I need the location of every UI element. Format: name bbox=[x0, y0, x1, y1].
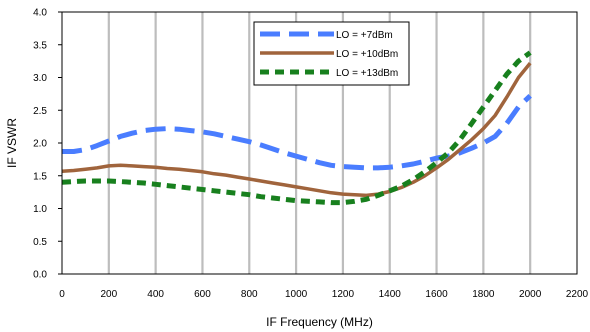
y-tick-label: 4.0 bbox=[33, 8, 47, 19]
series-line-2 bbox=[61, 61, 532, 198]
y-tick-label: 0.0 bbox=[33, 270, 47, 281]
x-tick-label: 1000 bbox=[285, 289, 308, 300]
x-tick-label: 200 bbox=[100, 289, 117, 300]
x-tick-label: 800 bbox=[241, 289, 258, 300]
x-axis-title: IF Frequency (MHz) bbox=[266, 315, 373, 329]
y-tick-label: 1.5 bbox=[33, 171, 47, 182]
y-tick-label: 2.0 bbox=[33, 139, 47, 150]
series-line-3 bbox=[61, 50, 532, 206]
x-tick-label: 2000 bbox=[519, 289, 542, 300]
legend-label-3: LO = +13dBm bbox=[336, 68, 398, 79]
x-tick-label: 400 bbox=[147, 289, 164, 300]
y-tick-label: 0.5 bbox=[33, 237, 47, 248]
y-axis-ticks: 0.0 0.5 1.0 1.5 2.0 2.5 3.0 3.5 4.0 bbox=[33, 8, 62, 281]
x-tick-label: 1400 bbox=[379, 289, 402, 300]
series-layer bbox=[61, 50, 532, 206]
x-tick-label: 1200 bbox=[332, 289, 355, 300]
y-tick-label: 2.5 bbox=[33, 106, 47, 117]
x-tick-label: 600 bbox=[194, 289, 211, 300]
x-tick-label: 1600 bbox=[425, 289, 448, 300]
x-tick-label: 2200 bbox=[566, 289, 589, 300]
series-line-1 bbox=[62, 93, 532, 171]
y-tick-label: 3.0 bbox=[33, 73, 47, 84]
x-tick-label: 0 bbox=[59, 289, 65, 300]
x-tick-label: 1800 bbox=[472, 289, 495, 300]
legend-label-2: LO = +10dBm bbox=[336, 49, 398, 60]
legend: LO = +7dBm LO = +10dBm LO = +13dBm bbox=[253, 21, 410, 86]
y-axis-title: IF VSWR bbox=[5, 118, 19, 168]
y-tick-label: 1.0 bbox=[33, 204, 47, 215]
y-tick-label: 3.5 bbox=[33, 40, 47, 51]
x-axis-ticks: 0 200 400 600 800 1000 1200 1400 1600 1800 2000 220… bbox=[59, 289, 588, 300]
legend-label-1: LO = +7dBm bbox=[336, 30, 393, 41]
